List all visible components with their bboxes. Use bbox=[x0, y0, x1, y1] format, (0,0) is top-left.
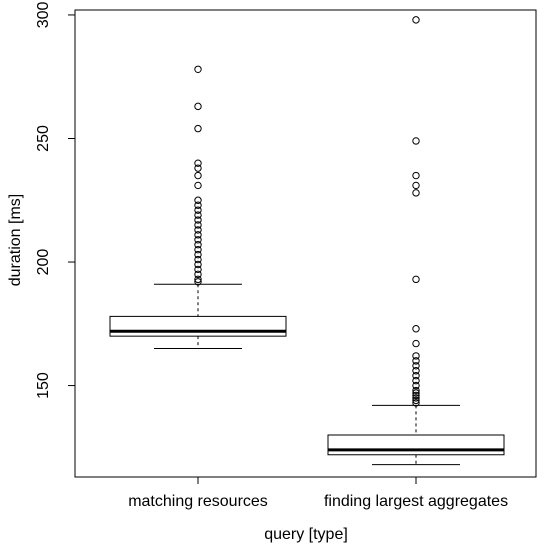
outlier-point bbox=[194, 241, 202, 249]
outlier-point bbox=[194, 250, 202, 259]
outlier-point bbox=[194, 211, 202, 219]
outlier-point bbox=[412, 325, 420, 333]
outlier-point bbox=[412, 181, 420, 190]
outlier-point bbox=[412, 16, 420, 24]
outlier-point bbox=[412, 394, 420, 402]
y-tick-label: 300 bbox=[35, 1, 52, 28]
outlier-point bbox=[194, 260, 202, 269]
outlier-point bbox=[194, 265, 202, 274]
y-tick-label: 150 bbox=[35, 372, 52, 399]
outlier-point bbox=[412, 339, 420, 348]
outlier-point bbox=[194, 124, 202, 133]
x-axis-label: query [type] bbox=[264, 526, 348, 543]
outlier-point bbox=[194, 159, 202, 167]
outlier-point bbox=[412, 362, 420, 370]
outlier-point bbox=[412, 396, 420, 405]
outlier-point bbox=[194, 201, 202, 209]
outlier-point bbox=[194, 171, 202, 180]
outlier-point bbox=[412, 171, 420, 180]
outlier-point bbox=[412, 371, 420, 380]
x-tick-label: finding largest aggregates bbox=[324, 493, 508, 510]
boxes bbox=[109, 16, 505, 466]
outlier-point bbox=[194, 270, 202, 279]
outlier-point bbox=[412, 367, 420, 375]
outlier-point bbox=[194, 255, 202, 264]
iqr-box bbox=[327, 434, 505, 456]
outlier-point bbox=[412, 137, 420, 145]
outlier-point bbox=[412, 376, 420, 385]
outlier-point bbox=[412, 352, 420, 360]
outlier-point bbox=[412, 275, 420, 284]
box-group-2 bbox=[327, 16, 505, 466]
outlier-point bbox=[194, 102, 202, 111]
outlier-point bbox=[194, 236, 202, 244]
outlier-point bbox=[412, 391, 420, 400]
y-tick-label: 200 bbox=[35, 249, 52, 276]
outlier-point bbox=[194, 245, 202, 254]
outlier-point bbox=[412, 189, 420, 197]
outlier-point bbox=[412, 357, 420, 365]
outlier-point bbox=[412, 389, 420, 397]
outlier-point bbox=[412, 381, 420, 390]
outlier-point bbox=[412, 386, 420, 395]
outlier-point bbox=[194, 278, 202, 286]
y-axis-label: duration [ms] bbox=[7, 194, 24, 286]
outlier-point bbox=[194, 164, 202, 172]
outlier-point bbox=[194, 216, 202, 224]
outlier-point bbox=[194, 226, 202, 234]
outlier-point bbox=[194, 206, 202, 214]
outlier-point bbox=[194, 196, 202, 204]
outlier-point bbox=[194, 231, 202, 239]
outlier-point bbox=[194, 65, 202, 74]
y-tick-label: 250 bbox=[35, 125, 52, 152]
x-tick-label: matching resources bbox=[128, 493, 268, 510]
y-axis: 150 200 250 300 bbox=[35, 1, 75, 399]
outlier-point bbox=[412, 399, 420, 407]
box-group-1 bbox=[109, 65, 287, 350]
outlier-point bbox=[194, 221, 202, 229]
outlier-point bbox=[194, 275, 202, 284]
iqr-box bbox=[109, 315, 287, 337]
plot-frame bbox=[74, 9, 537, 478]
x-axis: matching resources finding largest aggreg… bbox=[128, 477, 508, 510]
outlier-point bbox=[194, 181, 202, 190]
